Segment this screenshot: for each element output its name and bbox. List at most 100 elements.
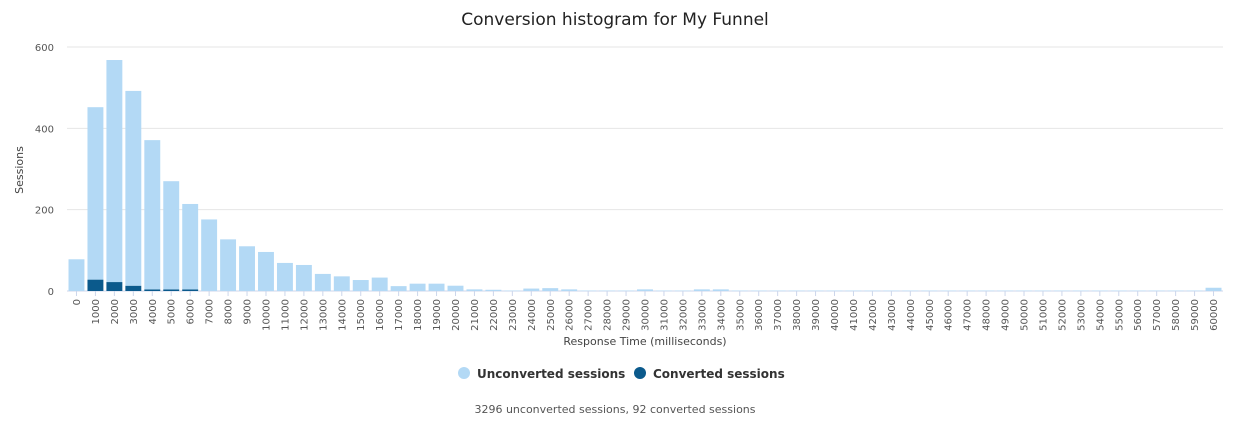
x-tick-label: 31000 xyxy=(659,299,670,331)
bar-unconverted[interactable] xyxy=(485,289,502,291)
bar-unconverted[interactable] xyxy=(750,290,767,292)
bar-unconverted[interactable] xyxy=(125,90,142,286)
legend: Unconverted sessions Converted sessions xyxy=(458,367,785,381)
bar-unconverted[interactable] xyxy=(68,259,85,291)
bar-unconverted[interactable] xyxy=(314,273,331,291)
bar-unconverted[interactable] xyxy=(1053,290,1070,292)
x-tick-label: 19000 xyxy=(432,299,443,331)
bar-unconverted[interactable] xyxy=(220,239,237,291)
x-tick-label: 18000 xyxy=(413,299,424,331)
x-tick-label: 26000 xyxy=(565,299,576,331)
bar-unconverted[interactable] xyxy=(826,290,843,292)
bar-unconverted[interactable] xyxy=(428,283,445,291)
bar-unconverted[interactable] xyxy=(674,290,691,292)
bar-unconverted[interactable] xyxy=(1035,290,1051,292)
x-tick-label: 32000 xyxy=(678,299,689,331)
x-tick-label: 15000 xyxy=(356,299,367,331)
bar-unconverted[interactable] xyxy=(239,246,255,291)
bar-unconverted[interactable] xyxy=(447,285,464,291)
bar-unconverted[interactable] xyxy=(523,288,540,291)
bar-unconverted[interactable] xyxy=(1091,290,1108,292)
bar-unconverted[interactable] xyxy=(807,290,824,292)
bar-unconverted[interactable] xyxy=(144,140,161,290)
bar-unconverted[interactable] xyxy=(561,289,578,291)
bar-unconverted[interactable] xyxy=(163,181,180,290)
bar-unconverted[interactable] xyxy=(978,290,995,292)
bar-converted[interactable] xyxy=(87,279,104,291)
bar-unconverted[interactable] xyxy=(599,290,616,292)
x-tick-label: 35000 xyxy=(735,299,746,331)
bar-unconverted[interactable] xyxy=(1016,290,1032,292)
bar-unconverted[interactable] xyxy=(788,290,805,292)
bar-unconverted[interactable] xyxy=(1110,290,1127,292)
bar-converted[interactable] xyxy=(106,282,123,291)
x-tick-label: 2000 xyxy=(110,299,121,324)
x-tick-label: 28000 xyxy=(603,299,614,331)
x-tick-label: 46000 xyxy=(944,299,955,331)
bar-unconverted[interactable] xyxy=(769,290,786,292)
bar-converted[interactable] xyxy=(182,289,199,291)
bar-unconverted[interactable] xyxy=(1205,287,1222,291)
bar-unconverted[interactable] xyxy=(959,290,976,292)
x-tick-label: 57000 xyxy=(1152,299,1163,331)
bar-converted[interactable] xyxy=(125,285,142,291)
bar-unconverted[interactable] xyxy=(87,107,104,280)
bar-unconverted[interactable] xyxy=(1186,290,1203,292)
legend-item-unconverted[interactable]: Unconverted sessions xyxy=(458,367,625,381)
bar-unconverted[interactable] xyxy=(258,251,274,291)
x-tick-label: 21000 xyxy=(470,299,481,331)
bar-unconverted[interactable] xyxy=(655,290,672,292)
x-axis-label: Response Time (milliseconds) xyxy=(563,335,726,348)
bar-unconverted[interactable] xyxy=(409,283,426,291)
x-tick-label: 17000 xyxy=(394,299,405,331)
bar-unconverted[interactable] xyxy=(295,264,312,291)
bar-unconverted[interactable] xyxy=(1167,290,1184,292)
bar-unconverted[interactable] xyxy=(712,289,729,291)
bar-unconverted[interactable] xyxy=(580,290,597,292)
bar-unconverted[interactable] xyxy=(997,290,1014,292)
y-tick-label: 0 xyxy=(48,287,54,298)
x-axis: 0 1000 2000 3000 4000 5000 6000 7000 8000 9000 100… xyxy=(72,291,1220,331)
bar-unconverted[interactable] xyxy=(693,289,710,291)
x-tick-label: 20000 xyxy=(451,299,462,331)
chart-title: Conversion histogram for My Funnel xyxy=(461,10,769,30)
bar-unconverted[interactable] xyxy=(883,290,900,292)
bar-unconverted[interactable] xyxy=(371,277,388,291)
x-tick-label: 53000 xyxy=(1076,299,1087,331)
bar-unconverted[interactable] xyxy=(390,286,407,291)
bar-unconverted[interactable] xyxy=(637,289,653,291)
x-tick-label: 25000 xyxy=(546,299,557,331)
x-tick-label: 56000 xyxy=(1133,299,1144,331)
bar-unconverted[interactable] xyxy=(1148,290,1165,292)
bar-unconverted[interactable] xyxy=(542,288,559,291)
y-tick-label: 400 xyxy=(35,124,54,135)
bar-unconverted[interactable] xyxy=(201,219,218,291)
x-tick-label: 24000 xyxy=(527,299,538,331)
x-tick-label: 44000 xyxy=(906,299,917,331)
bar-unconverted[interactable] xyxy=(1072,290,1089,292)
bar-unconverted[interactable] xyxy=(504,290,521,292)
bar-unconverted[interactable] xyxy=(182,203,199,290)
bar-unconverted[interactable] xyxy=(106,60,123,283)
legend-item-converted[interactable]: Converted sessions xyxy=(634,367,785,381)
bars xyxy=(68,60,1222,292)
bar-unconverted[interactable] xyxy=(731,290,748,292)
bar-unconverted[interactable] xyxy=(352,280,369,291)
bar-unconverted[interactable] xyxy=(618,290,635,292)
bar-unconverted[interactable] xyxy=(940,290,957,292)
x-tick-label: 48000 xyxy=(982,299,993,331)
bar-converted[interactable] xyxy=(163,289,180,291)
x-tick-label: 41000 xyxy=(849,299,860,331)
bar-unconverted[interactable] xyxy=(845,290,862,292)
bar-unconverted[interactable] xyxy=(1129,290,1146,292)
bar-unconverted[interactable] xyxy=(902,290,919,292)
bar-unconverted[interactable] xyxy=(864,290,881,292)
bar-unconverted[interactable] xyxy=(466,289,483,291)
bar-converted[interactable] xyxy=(144,289,161,291)
bar-unconverted[interactable] xyxy=(921,290,938,292)
bar-unconverted[interactable] xyxy=(333,276,350,291)
legend-marker-converted xyxy=(634,367,646,379)
bar-unconverted[interactable] xyxy=(276,262,293,291)
x-tick-label: 43000 xyxy=(887,299,898,331)
